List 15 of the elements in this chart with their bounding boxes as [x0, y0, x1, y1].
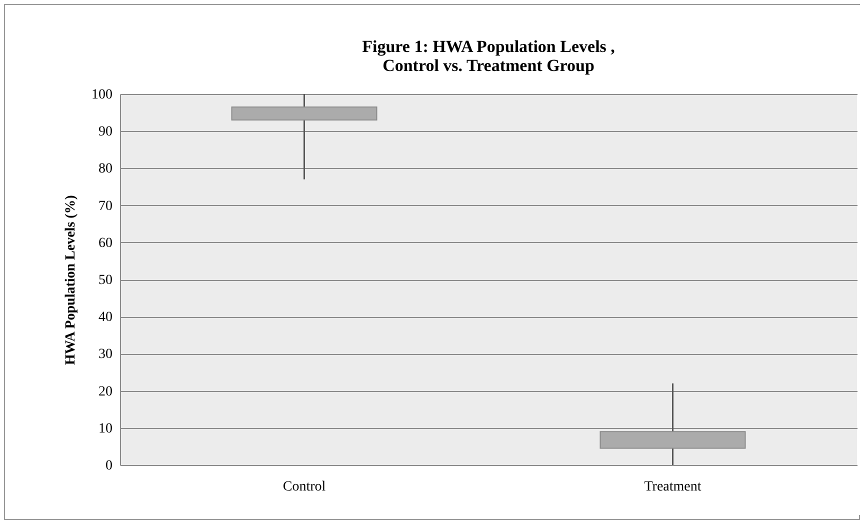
y-axis-title: HWA Population Levels (%) [64, 194, 78, 365]
y-tick-label: 30 [98, 347, 112, 362]
y-tick-label: 40 [98, 310, 112, 326]
chart-title: Figure 1: HWA Population Levels , Control vs. Treatment Group [362, 37, 615, 75]
y-tick-label: 60 [98, 236, 112, 251]
x-tick-label: Control [282, 480, 326, 494]
x-tick-label: Treatment [644, 480, 702, 494]
y-tick-label: 50 [98, 273, 112, 288]
y-tick-label: 70 [98, 198, 112, 214]
y-tick-label: 90 [98, 124, 112, 140]
y-tick-label: 80 [98, 162, 112, 177]
y-tick-label: 100 [92, 88, 112, 102]
y-tick-label: 10 [98, 421, 112, 436]
y-tick-label: 0 [106, 458, 112, 474]
y-tick-label: 20 [98, 384, 112, 400]
